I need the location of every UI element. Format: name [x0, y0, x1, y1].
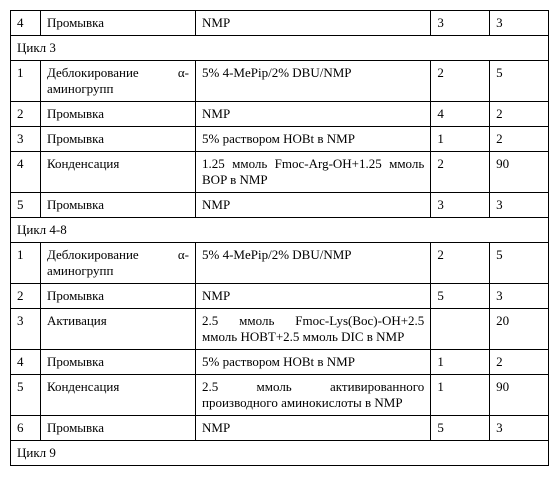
- section-label: Цикл 3: [11, 36, 549, 61]
- cell-reag: 5% раствором HOBt в NMP: [196, 127, 431, 152]
- cell-c2: 90: [490, 152, 549, 193]
- cell-c2: 3: [490, 284, 549, 309]
- cell-op: Деблокирование α-аминогрупп: [40, 61, 195, 102]
- table-row: 3Промывка5% раствором HOBt в NMP12: [11, 127, 549, 152]
- table-row: 5ПромывкаNMP33: [11, 193, 549, 218]
- cell-c1: 1: [431, 127, 490, 152]
- cell-c1: 2: [431, 61, 490, 102]
- cell-c2: 2: [490, 102, 549, 127]
- cell-reag: 5% раствором HOBt в NMP: [196, 350, 431, 375]
- cell-op: Промывка: [40, 127, 195, 152]
- cell-num: 2: [11, 284, 41, 309]
- cell-op: Промывка: [40, 350, 195, 375]
- cell-c1: 4: [431, 102, 490, 127]
- cell-op: Промывка: [40, 11, 195, 36]
- section-label: Цикл 4-8: [11, 218, 549, 243]
- table-row: 4Промывка5% раствором HOBt в NMP12: [11, 350, 549, 375]
- cell-reag: 5% 4-MePip/2% DBU/NMP: [196, 61, 431, 102]
- cell-num: 4: [11, 152, 41, 193]
- section-label: Цикл 9: [11, 441, 549, 466]
- table-row: 4Конденсация1.25 ммоль Fmoc-Arg-OH+1.25 …: [11, 152, 549, 193]
- cell-op: Конденсация: [40, 375, 195, 416]
- cell-c1: 5: [431, 416, 490, 441]
- cell-reag: NMP: [196, 11, 431, 36]
- cell-reag: NMP: [196, 416, 431, 441]
- cell-reag: 2.5 ммоль Fmoc-Lys(Boc)-OH+2.5 ммоль HOB…: [196, 309, 431, 350]
- cell-c2: 3: [490, 11, 549, 36]
- table-row: 6ПромывкаNMP53: [11, 416, 549, 441]
- cell-c1: 2: [431, 152, 490, 193]
- cell-reag: 1.25 ммоль Fmoc-Arg-OH+1.25 ммоль BOP в …: [196, 152, 431, 193]
- cell-reag: NMP: [196, 193, 431, 218]
- cell-c1: 3: [431, 193, 490, 218]
- cell-c1: 5: [431, 284, 490, 309]
- cell-num: 5: [11, 193, 41, 218]
- cell-c1: 1: [431, 350, 490, 375]
- cell-op: Промывка: [40, 102, 195, 127]
- cell-op: Промывка: [40, 193, 195, 218]
- cell-num: 4: [11, 350, 41, 375]
- table-row: Цикл 3: [11, 36, 549, 61]
- cell-c2: 90: [490, 375, 549, 416]
- cell-c1: [431, 309, 490, 350]
- cell-op: Конденсация: [40, 152, 195, 193]
- cell-c2: 5: [490, 243, 549, 284]
- cell-num: 3: [11, 127, 41, 152]
- table-row: Цикл 4-8: [11, 218, 549, 243]
- cell-num: 4: [11, 11, 41, 36]
- table-row: Цикл 9: [11, 441, 549, 466]
- cell-c2: 3: [490, 416, 549, 441]
- table-row: 3Активация2.5 ммоль Fmoc-Lys(Boc)-OH+2.5…: [11, 309, 549, 350]
- cell-op: Активация: [40, 309, 195, 350]
- cell-num: 1: [11, 243, 41, 284]
- cell-op: Промывка: [40, 416, 195, 441]
- table-row: 5Конденсация2.5 ммоль активированного пр…: [11, 375, 549, 416]
- cell-reag: 5% 4-MePip/2% DBU/NMP: [196, 243, 431, 284]
- table-row: 2ПромывкаNMP42: [11, 102, 549, 127]
- cell-c1: 1: [431, 375, 490, 416]
- cell-reag: 2.5 ммоль активированного производного а…: [196, 375, 431, 416]
- cell-c2: 20: [490, 309, 549, 350]
- cell-num: 5: [11, 375, 41, 416]
- table-row: 2ПромывкаNMP53: [11, 284, 549, 309]
- cell-num: 2: [11, 102, 41, 127]
- cell-c1: 3: [431, 11, 490, 36]
- table-row: 1Деблокирование α-аминогрупп5% 4-MePip/2…: [11, 61, 549, 102]
- cell-c2: 2: [490, 350, 549, 375]
- cell-c2: 2: [490, 127, 549, 152]
- cell-op: Промывка: [40, 284, 195, 309]
- cell-reag: NMP: [196, 102, 431, 127]
- cell-num: 3: [11, 309, 41, 350]
- procedure-table: 4ПромывкаNMP33Цикл 31Деблокирование α-ам…: [10, 10, 549, 466]
- cell-c2: 5: [490, 61, 549, 102]
- table-row: 1Деблокирование α-аминогрупп5% 4-MePip/2…: [11, 243, 549, 284]
- cell-c1: 2: [431, 243, 490, 284]
- cell-reag: NMP: [196, 284, 431, 309]
- cell-num: 6: [11, 416, 41, 441]
- cell-num: 1: [11, 61, 41, 102]
- table-row: 4ПромывкаNMP33: [11, 11, 549, 36]
- cell-op: Деблокирование α-аминогрупп: [40, 243, 195, 284]
- cell-c2: 3: [490, 193, 549, 218]
